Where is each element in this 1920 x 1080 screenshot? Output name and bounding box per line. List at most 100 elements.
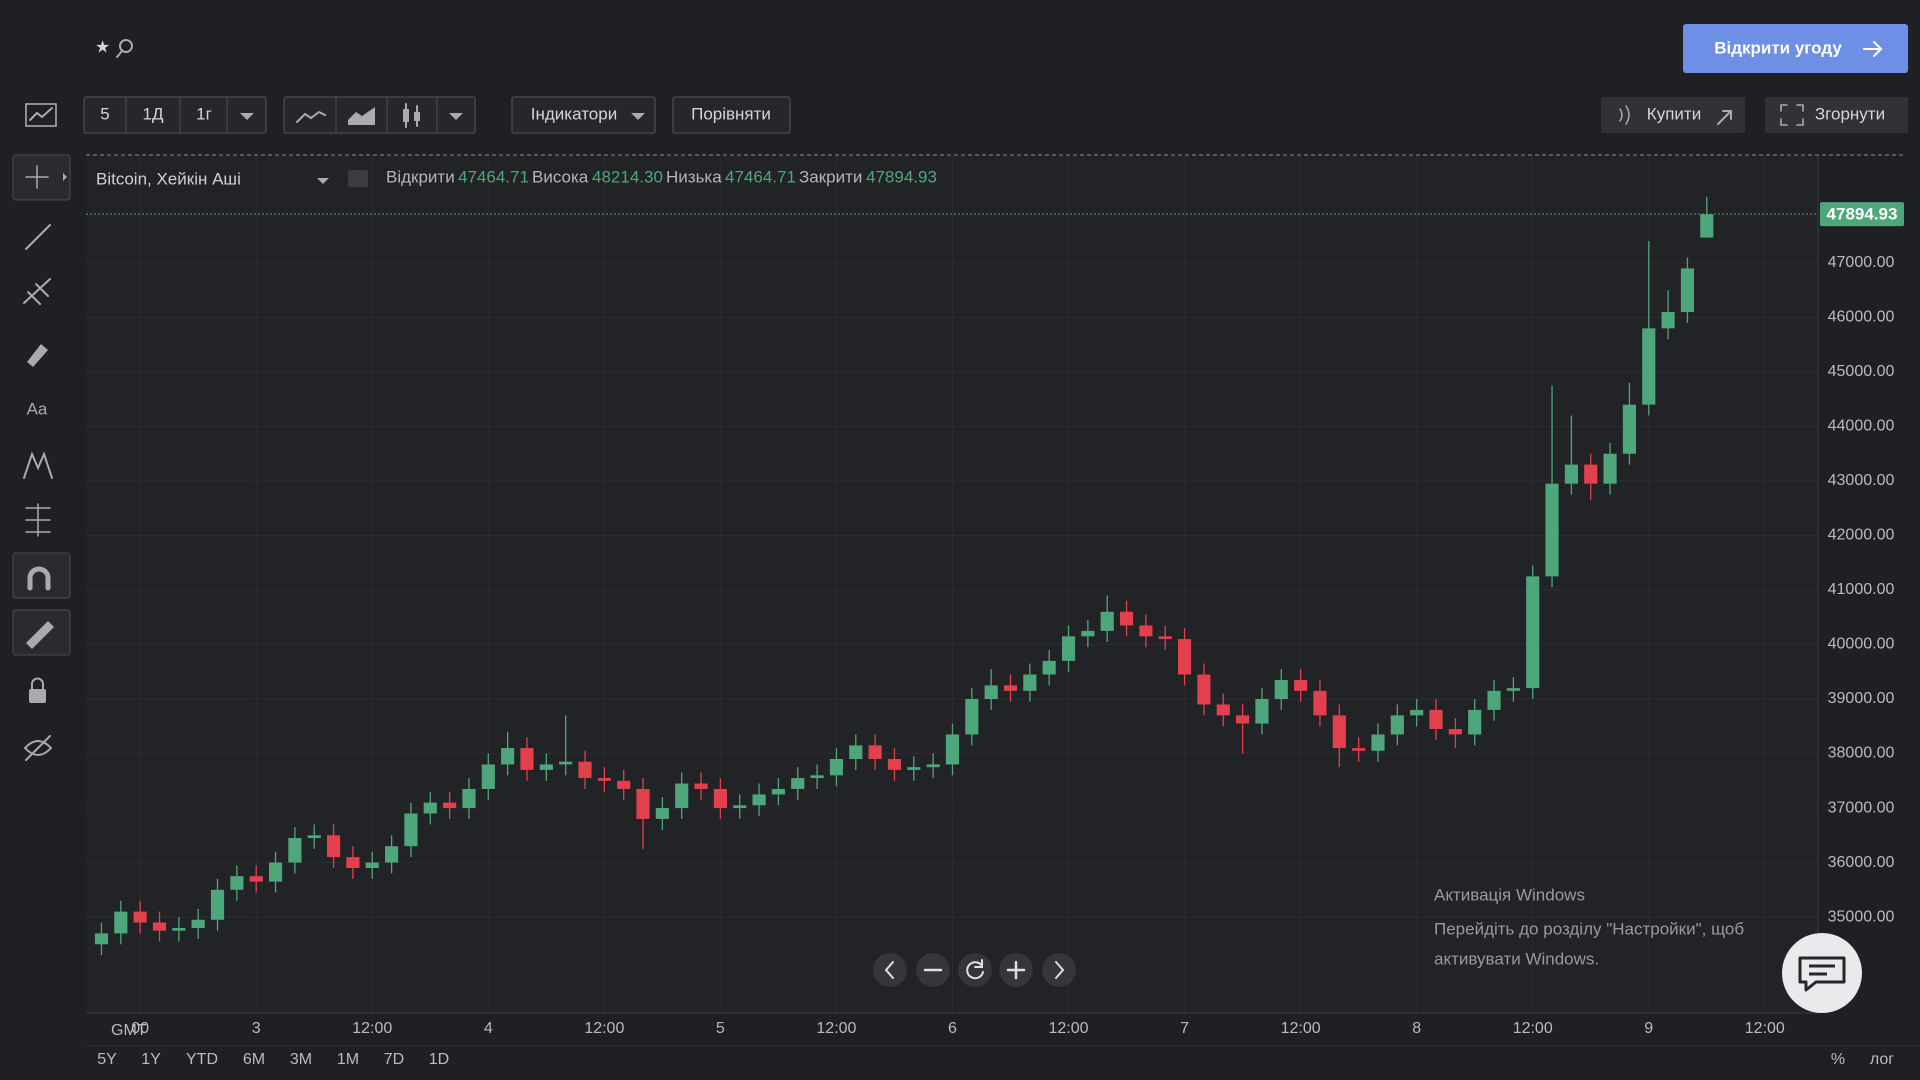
x-tick-label: 4 xyxy=(484,1020,493,1037)
area-type-icon[interactable] xyxy=(348,107,375,125)
indicators-button[interactable]: Індикатори xyxy=(511,96,656,134)
range-button[interactable]: YTD xyxy=(186,1051,218,1068)
range-button[interactable]: 1M xyxy=(337,1051,359,1068)
trend-line-tool[interactable] xyxy=(25,224,51,250)
candle-body xyxy=(114,911,128,934)
last-price-label: 47894.93 xyxy=(1827,205,1898,224)
y-tick-label: 45000.00 xyxy=(1828,363,1895,380)
dropdown-icon[interactable] xyxy=(449,113,463,120)
x-tick-label: 12:00 xyxy=(1281,1020,1321,1037)
range-button[interactable]: 7D xyxy=(384,1051,404,1068)
candle-body xyxy=(1352,748,1366,751)
candle-body xyxy=(1197,674,1211,705)
percent-toggle[interactable]: % xyxy=(1831,1051,1845,1068)
candle-body xyxy=(1294,679,1308,691)
symbol-dropdown[interactable] xyxy=(317,178,329,184)
zoom-out[interactable] xyxy=(916,953,950,987)
hide-tool[interactable] xyxy=(24,735,53,761)
ohlc-name: Висока xyxy=(532,167,589,186)
ohlc-legend: Відкрити 47464.71 Висока 48214.30 Низька 4746… xyxy=(386,167,937,186)
y-tick-label: 46000.00 xyxy=(1828,309,1895,326)
buy-button[interactable]: Купити xyxy=(1601,97,1745,133)
star-icon[interactable]: ★ xyxy=(95,37,110,56)
candle-body xyxy=(1119,611,1134,626)
chart-type-group xyxy=(283,96,476,134)
search-icon[interactable] xyxy=(116,39,133,58)
scroll-left[interactable] xyxy=(873,953,907,987)
symbol-title[interactable]: Bitcoin, Хейкін Аші xyxy=(96,169,241,188)
candle-body xyxy=(1603,453,1617,484)
candle-body xyxy=(984,685,998,700)
lock-tool[interactable] xyxy=(29,677,46,704)
ohlc-value: 48214.30 xyxy=(592,167,663,186)
reset[interactable] xyxy=(958,953,992,987)
range-button[interactable]: 3M xyxy=(290,1051,312,1068)
candle-body xyxy=(462,788,476,809)
candle-body xyxy=(385,846,399,863)
candle-body xyxy=(1003,685,1018,691)
candle-body xyxy=(1274,679,1288,700)
crosshair-tool[interactable] xyxy=(12,154,71,201)
interval-button[interactable]: 1г xyxy=(196,104,212,123)
candle-body xyxy=(1023,674,1037,691)
interval-button[interactable]: 5 xyxy=(100,104,109,123)
brush-tool[interactable] xyxy=(27,344,48,367)
interval-button[interactable]: 1Д xyxy=(143,104,164,123)
watermark-line: Перейдіть до розділу "Настройки", щоб xyxy=(1434,919,1744,938)
candle-body xyxy=(1642,328,1656,405)
candle-body xyxy=(133,911,147,923)
magnet-tool[interactable] xyxy=(12,552,71,599)
candle-body xyxy=(307,835,321,839)
candle-type-icon[interactable] xyxy=(403,103,420,128)
candle-body xyxy=(1236,715,1250,724)
candle-body xyxy=(675,783,689,809)
ruler-tool[interactable] xyxy=(12,609,71,656)
log-toggle[interactable]: лог xyxy=(1870,1051,1894,1068)
range-button[interactable]: 6M xyxy=(243,1051,265,1068)
candle-body xyxy=(365,862,379,869)
x-tick-label: 9 xyxy=(1644,1020,1653,1037)
candle-body xyxy=(1371,734,1385,751)
open-trade-button[interactable]: Відкрити угоду xyxy=(1683,24,1908,73)
range-bar: 5Y 1Y YTD 6M 3M 1M 7D 1D xyxy=(97,1051,449,1068)
zoom-in[interactable] xyxy=(999,953,1033,987)
range-button[interactable]: 1Y xyxy=(141,1051,161,1068)
candle-body xyxy=(1700,214,1714,238)
measure-tool[interactable] xyxy=(25,503,51,537)
line-type-icon[interactable] xyxy=(296,110,326,123)
candle-body xyxy=(1661,311,1675,329)
compare-button[interactable]: Порівняти xyxy=(672,96,791,134)
candle-body xyxy=(1158,636,1172,640)
text-tool[interactable]: Aa xyxy=(27,399,48,418)
candle-body xyxy=(1429,709,1443,729)
collapse-button[interactable]: Згорнути xyxy=(1765,97,1908,133)
dropdown-icon[interactable] xyxy=(240,113,254,120)
candle-body xyxy=(887,758,902,770)
arrow-icon xyxy=(1863,41,1883,57)
scroll-right[interactable] xyxy=(1042,953,1076,987)
button-label: Порівняти xyxy=(691,104,771,123)
y-tick-label: 43000.00 xyxy=(1828,472,1895,489)
candle-body xyxy=(288,838,302,863)
chat-button[interactable] xyxy=(1782,933,1862,1013)
y-tick-label: 44000.00 xyxy=(1828,418,1895,435)
candle-body xyxy=(945,734,960,765)
visibility-toggle[interactable] xyxy=(348,170,368,187)
candle-body xyxy=(791,778,805,789)
candle-body xyxy=(1042,660,1056,675)
chart-icon[interactable] xyxy=(25,103,57,127)
candle-body xyxy=(268,862,283,882)
candle-body xyxy=(868,745,882,759)
candle-body xyxy=(1584,464,1598,484)
candle-body xyxy=(713,788,727,809)
x-tick-label: 7 xyxy=(1180,1020,1189,1037)
range-button[interactable]: 5Y xyxy=(97,1051,117,1068)
candle-body xyxy=(752,794,766,806)
button-label: Індикатори xyxy=(531,104,617,123)
fib-tool[interactable] xyxy=(23,278,51,305)
pattern-tool[interactable] xyxy=(23,451,53,479)
ohlc-value: 47894.93 xyxy=(866,167,937,186)
candle-body xyxy=(1313,690,1327,716)
watermark-title: Активація Windows xyxy=(1434,885,1585,904)
range-button[interactable]: 1D xyxy=(429,1051,449,1068)
